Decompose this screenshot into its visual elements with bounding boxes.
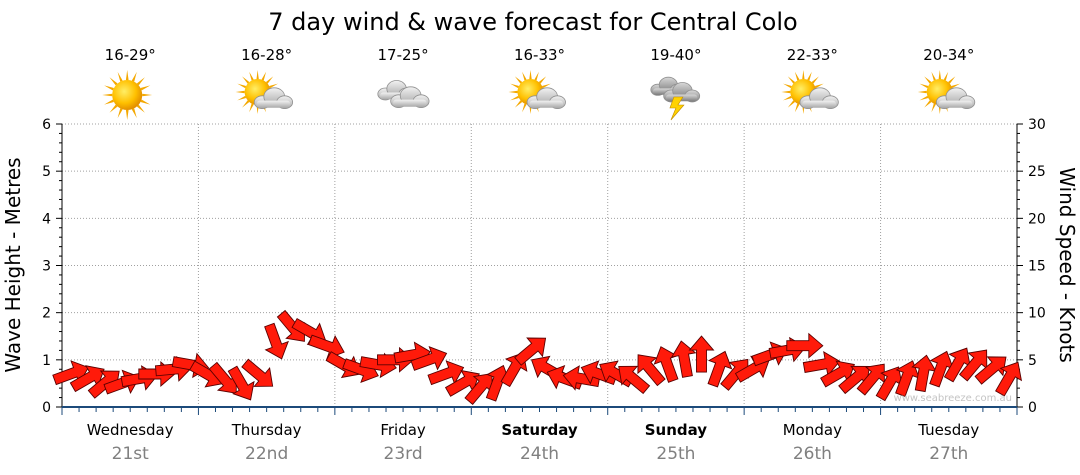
wind-arrow bbox=[69, 365, 105, 393]
day-name: Tuesday bbox=[917, 421, 979, 439]
wind-arrow bbox=[410, 346, 448, 371]
wind-arrow bbox=[208, 361, 237, 394]
wind-arrow bbox=[241, 358, 274, 387]
wind-arrow bbox=[995, 361, 1023, 397]
y-tick-label-left: 2 bbox=[42, 306, 51, 322]
day-date: 25th bbox=[656, 444, 695, 464]
wind-arrow bbox=[444, 369, 480, 397]
wind-arrow bbox=[802, 351, 841, 377]
y-tick-label-left: 4 bbox=[42, 211, 51, 227]
day-temp: 16-29° bbox=[105, 46, 156, 64]
day-name: Wednesday bbox=[87, 421, 174, 439]
y-tick-label-left: 6 bbox=[42, 117, 51, 133]
wind-arrow bbox=[911, 354, 937, 393]
y-tick-label-left: 0 bbox=[42, 400, 51, 416]
day-temp: 19-40° bbox=[650, 46, 701, 64]
day-labels: Wednesday 21st Thursday 22nd Friday 23rd Satur… bbox=[87, 421, 980, 464]
y-tick-label-right: 20 bbox=[1028, 211, 1046, 227]
cloudy-icon bbox=[377, 80, 430, 108]
y-axis-label-left: Wave Height - Metres bbox=[1, 157, 25, 372]
day-temp: 16-33° bbox=[514, 46, 565, 64]
y-tick-label-right: 25 bbox=[1028, 164, 1046, 180]
day-name: Saturday bbox=[501, 421, 578, 439]
weather-row: 16-29° 16-28° 17-25° 16-33° 19-40° 22-33° 20-3… bbox=[102, 46, 976, 121]
day-name: Monday bbox=[783, 421, 842, 439]
day-name: Friday bbox=[380, 421, 426, 439]
day-date: 26th bbox=[793, 444, 832, 464]
y-tick-label-right: 30 bbox=[1028, 117, 1046, 133]
wind-arrow bbox=[427, 360, 465, 386]
partly-cloudy-icon bbox=[917, 70, 976, 114]
wind-arrow bbox=[514, 337, 547, 366]
day-date: 24th bbox=[520, 444, 559, 464]
partly-cloudy-icon bbox=[235, 70, 294, 114]
day-name: Sunday bbox=[645, 421, 708, 439]
day-temp: 20-34° bbox=[923, 46, 974, 64]
wind-arrow bbox=[653, 346, 679, 383]
y-tick-label-right: 10 bbox=[1028, 306, 1046, 322]
y-tick-label-left: 1 bbox=[42, 353, 51, 369]
y-tick-label-left: 3 bbox=[42, 259, 51, 275]
storm-icon bbox=[650, 76, 701, 121]
y-tick-label-right: 0 bbox=[1028, 400, 1037, 416]
day-temp: 16-28° bbox=[241, 46, 292, 64]
day-date: 22nd bbox=[245, 444, 288, 464]
grid-lines bbox=[62, 123, 1017, 407]
wind-arrow bbox=[227, 365, 255, 401]
day-temp: 17-25° bbox=[378, 46, 429, 64]
chart-title: 7 day wind & wave forecast for Central C… bbox=[268, 8, 797, 36]
y-tick-label-left: 5 bbox=[42, 164, 51, 180]
wind-arrow bbox=[974, 356, 1007, 385]
day-temp: 22-33° bbox=[787, 46, 838, 64]
watermark: www.seabreeze.com.au bbox=[894, 393, 1012, 404]
day-date: 23rd bbox=[384, 444, 423, 464]
wind-arrow bbox=[637, 354, 666, 387]
partly-cloudy-icon bbox=[781, 70, 839, 114]
y-axis-label-right: Wind Speed - Knots bbox=[1055, 167, 1079, 363]
y-tick-label-right: 15 bbox=[1028, 259, 1046, 275]
wind-arrow bbox=[786, 332, 824, 359]
wind-arrow bbox=[820, 360, 855, 388]
wind-arrow bbox=[959, 349, 988, 382]
day-date: 27th bbox=[929, 444, 968, 464]
wind-arrow bbox=[618, 365, 651, 395]
wind-arrow bbox=[929, 350, 955, 388]
wind-arrow bbox=[688, 335, 715, 373]
y-tick-label-right: 5 bbox=[1028, 353, 1037, 369]
day-name: Thursday bbox=[231, 421, 302, 439]
wind-arrow bbox=[707, 350, 733, 388]
sun-icon bbox=[102, 70, 153, 120]
wind-arrow bbox=[875, 366, 903, 402]
partly-cloudy-icon bbox=[508, 70, 566, 114]
day-date: 21st bbox=[112, 444, 149, 464]
wind-arrow bbox=[943, 347, 971, 383]
axes: 0 1 2 3 4 5 6 0 5 10 15 20 25 30 bbox=[42, 117, 1046, 416]
wind-arrow bbox=[895, 360, 920, 397]
wind-arrow bbox=[264, 322, 289, 360]
wind-arrows bbox=[52, 309, 1023, 405]
